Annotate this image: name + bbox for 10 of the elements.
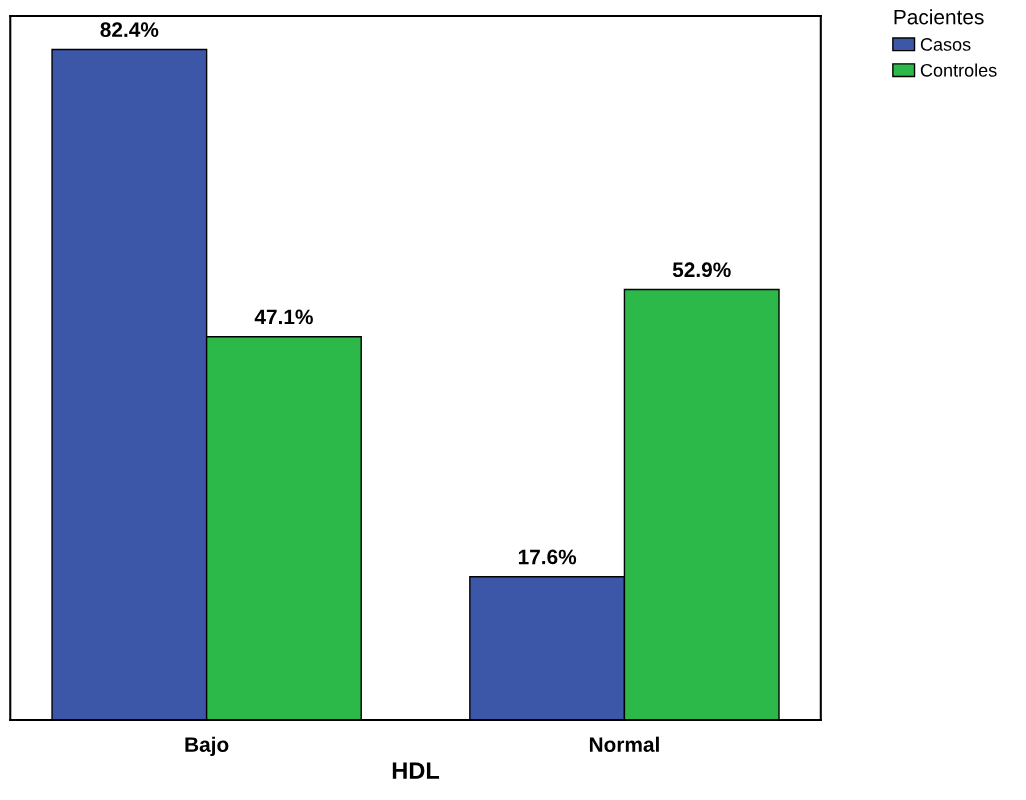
data-label: 82.4% [100, 22, 159, 38]
x-tick-label: Normal [589, 736, 659, 752]
legend-title: Pacientes [894, 9, 984, 25]
data-label: 52.9% [672, 262, 731, 278]
x-tick-label: Bajo [185, 736, 229, 757]
legend-label: Casos [920, 38, 971, 51]
x-axis-title: HDL [392, 762, 440, 779]
legend-label: Controles [920, 63, 997, 77]
data-label: 47.1% [254, 309, 313, 325]
data-label: 17.6% [518, 549, 577, 565]
